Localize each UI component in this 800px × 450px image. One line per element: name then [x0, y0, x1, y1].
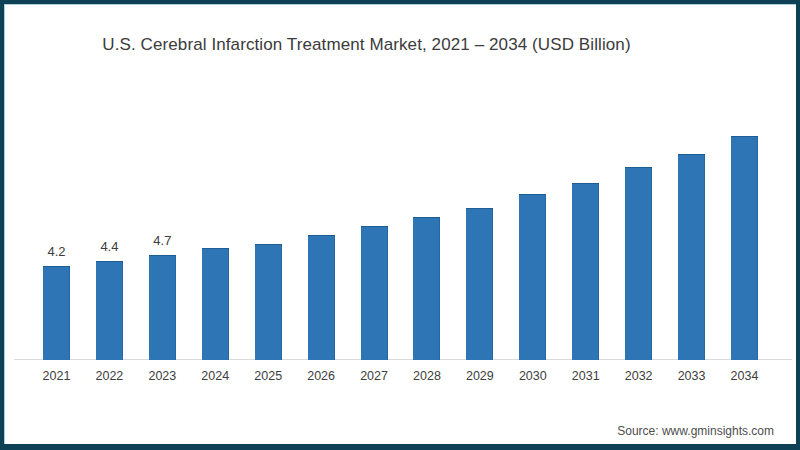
year-label-2033: 2033 [678, 369, 706, 383]
year-label-2027: 2027 [360, 369, 388, 383]
bar-2034: 2034 [731, 136, 758, 360]
value-label-2021: 4.2 [47, 244, 65, 259]
year-label-2028: 2028 [413, 369, 441, 383]
chart-title: U.S. Cerebral Infarction Treatment Marke… [4, 35, 729, 55]
bar-2029: 2029 [466, 208, 493, 360]
bar-2033: 2033 [678, 154, 705, 360]
year-label-2024: 2024 [201, 369, 229, 383]
bar-2026: 2026 [308, 235, 335, 360]
value-label-2022: 4.4 [100, 239, 118, 254]
bar-2031: 2031 [572, 183, 599, 360]
year-label-2030: 2030 [519, 369, 547, 383]
bar-2030: 2030 [519, 194, 546, 360]
bar-chart-plot-area: 4.22021 4.42022 4.72023 2024 2025 2026 2027 202… [14, 100, 792, 360]
bar-2028: 2028 [413, 217, 440, 360]
year-label-2021: 2021 [43, 369, 71, 383]
source-attribution: Source: www.gminsights.com [617, 424, 774, 438]
bar-2032: 2032 [625, 167, 652, 360]
value-label-2023: 4.7 [153, 233, 171, 248]
year-label-2022: 2022 [96, 369, 124, 383]
year-label-2032: 2032 [625, 369, 653, 383]
bars-row: 4.22021 4.42022 4.72023 2024 2025 2026 2027 202… [43, 100, 758, 360]
bar-2025: 2025 [255, 244, 282, 361]
bar-2027: 2027 [361, 226, 388, 360]
year-label-2026: 2026 [307, 369, 335, 383]
year-label-2029: 2029 [466, 369, 494, 383]
chart-frame: U.S. Cerebral Infarction Treatment Marke… [0, 0, 800, 450]
year-label-2031: 2031 [572, 369, 600, 383]
year-label-2034: 2034 [731, 369, 759, 383]
year-label-2023: 2023 [148, 369, 176, 383]
bar-2024: 2024 [202, 248, 229, 360]
bar-2021: 4.22021 [43, 266, 70, 360]
bar-2022: 4.42022 [96, 261, 123, 360]
year-label-2025: 2025 [254, 369, 282, 383]
bar-2023: 4.72023 [149, 255, 176, 360]
